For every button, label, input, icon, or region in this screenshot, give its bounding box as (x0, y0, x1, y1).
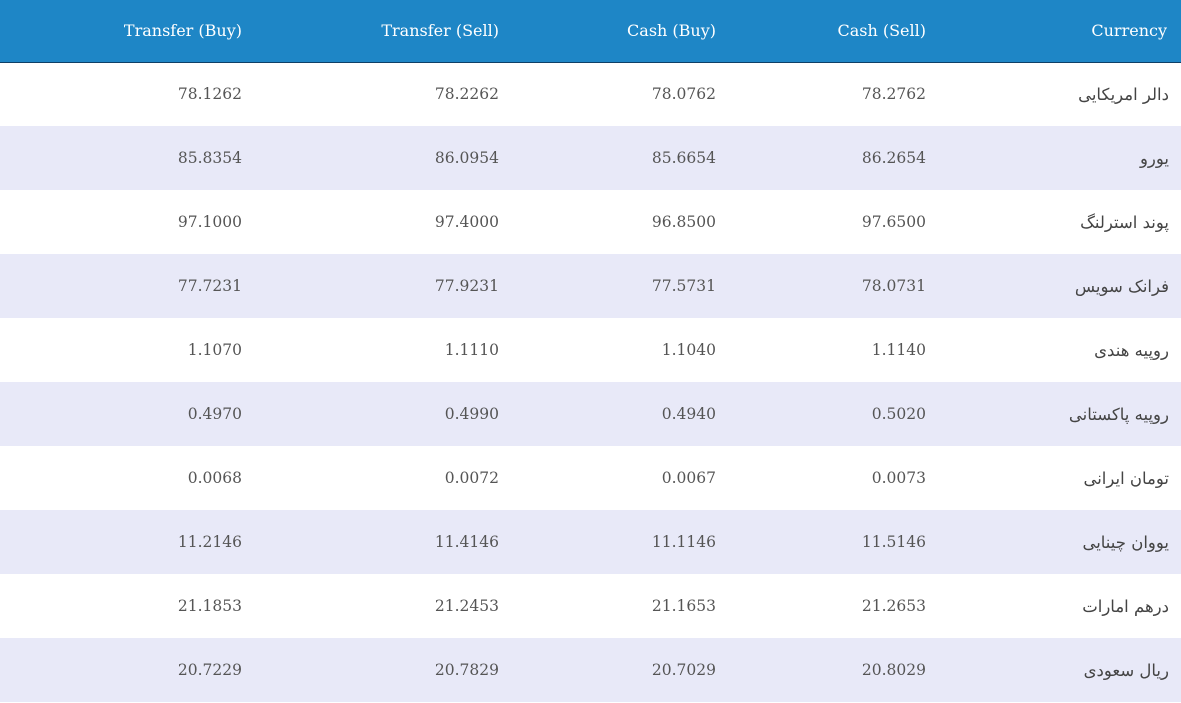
table-body: 78.1262 78.2262 78.0762 78.2762 دالر امر… (0, 62, 1181, 702)
currency-name-cell: یووان چینایی (1082, 532, 1169, 552)
currency-name-cell: روپیه پاکستانی (1068, 404, 1169, 424)
transfer-sell-cell: 86.0954 (434, 149, 499, 167)
currency-name-cell: پوند استرلنگ (1080, 212, 1169, 232)
transfer-buy-cell: 11.2146 (177, 533, 242, 551)
cash-sell-cell: 0.5020 (871, 405, 926, 423)
header-cash-buy: Cash (Buy) (513, 0, 730, 63)
cash-buy-cell: 96.8500 (651, 213, 716, 231)
table-row: 0.0068 0.0072 0.0067 0.0073 تومان ایرانی (0, 446, 1181, 510)
transfer-sell-cell: 0.4990 (444, 405, 499, 423)
cash-sell-cell: 21.2653 (861, 597, 926, 615)
transfer-buy-cell: 21.1853 (177, 597, 242, 615)
currency-name-cell: روپیه هندی (1094, 340, 1169, 360)
cash-buy-cell: 11.1146 (651, 533, 716, 551)
cash-sell-cell: 0.0073 (871, 469, 926, 487)
transfer-sell-cell: 97.4000 (434, 213, 499, 231)
table-row: 21.1853 21.2453 21.1653 21.2653 درهم اما… (0, 574, 1181, 638)
currency-name-cell: درهم امارات (1082, 596, 1169, 616)
table-row: 20.7229 20.7829 20.7029 20.8029 ریال سعو… (0, 638, 1181, 702)
header-cash-sell: Cash (Sell) (730, 0, 940, 63)
transfer-buy-cell: 85.8354 (177, 149, 242, 167)
transfer-sell-cell: 20.7829 (434, 661, 499, 679)
table-row: 11.2146 11.4146 11.1146 11.5146 یووان چی… (0, 510, 1181, 574)
header-currency: Currency (940, 0, 1181, 63)
table-row: 0.4970 0.4990 0.4940 0.5020 روپیه پاکستا… (0, 382, 1181, 446)
cash-sell-cell: 97.6500 (861, 213, 926, 231)
transfer-buy-cell: 77.7231 (177, 277, 242, 295)
cash-sell-cell: 78.0731 (861, 277, 926, 295)
cash-buy-cell: 78.0762 (651, 85, 716, 104)
transfer-sell-cell: 11.4146 (434, 533, 499, 551)
transfer-sell-cell: 78.2262 (434, 85, 499, 104)
table-row: 77.7231 77.9231 77.5731 78.0731 فرانک سو… (0, 254, 1181, 318)
cash-buy-cell: 20.7029 (651, 661, 716, 679)
currency-name-cell: ریال سعودی (1083, 660, 1169, 680)
cash-buy-cell: 85.6654 (651, 149, 716, 167)
table-row: 78.1262 78.2262 78.0762 78.2762 دالر امر… (0, 62, 1181, 126)
cash-buy-cell: 21.1653 (651, 597, 716, 615)
cash-buy-cell: 1.1040 (661, 341, 716, 359)
transfer-buy-cell: 0.0068 (187, 469, 242, 487)
header-transfer-buy: Transfer (Buy) (0, 0, 256, 63)
currency-name-cell: تومان ایرانی (1083, 468, 1169, 488)
table-row: 1.1070 1.1110 1.1040 1.1140 روپیه هندی (0, 318, 1181, 382)
header-transfer-sell: Transfer (Sell) (256, 0, 513, 63)
transfer-buy-cell: 1.1070 (187, 341, 242, 359)
cash-sell-cell: 78.2762 (861, 85, 926, 104)
currency-name-cell: فرانک سویس (1074, 276, 1169, 296)
transfer-buy-cell: 78.1262 (177, 85, 242, 104)
transfer-sell-cell: 1.1110 (444, 341, 499, 359)
transfer-sell-cell: 0.0072 (444, 469, 499, 487)
transfer-buy-cell: 20.7229 (177, 661, 242, 679)
cash-buy-cell: 0.4940 (661, 405, 716, 423)
transfer-sell-cell: 21.2453 (434, 597, 499, 615)
cash-sell-cell: 86.2654 (861, 149, 926, 167)
transfer-buy-cell: 0.4970 (187, 405, 242, 423)
cash-sell-cell: 11.5146 (861, 533, 926, 551)
cash-sell-cell: 1.1140 (871, 341, 926, 359)
table-row: 97.1000 97.4000 96.8500 97.6500 پوند است… (0, 190, 1181, 254)
table-header: Transfer (Buy) Transfer (Sell) Cash (Buy… (0, 0, 1181, 63)
transfer-sell-cell: 77.9231 (434, 277, 499, 295)
currency-name-cell: یورو (1139, 148, 1169, 168)
cash-buy-cell: 77.5731 (651, 277, 716, 295)
transfer-buy-cell: 97.1000 (177, 213, 242, 231)
currency-name-cell: دالر امریکایی (1078, 84, 1169, 104)
table-row: 85.8354 86.0954 85.6654 86.2654 یورو (0, 126, 1181, 190)
cash-sell-cell: 20.8029 (861, 661, 926, 679)
cash-buy-cell: 0.0067 (661, 469, 716, 487)
header-row: Transfer (Buy) Transfer (Sell) Cash (Buy… (0, 0, 1181, 63)
